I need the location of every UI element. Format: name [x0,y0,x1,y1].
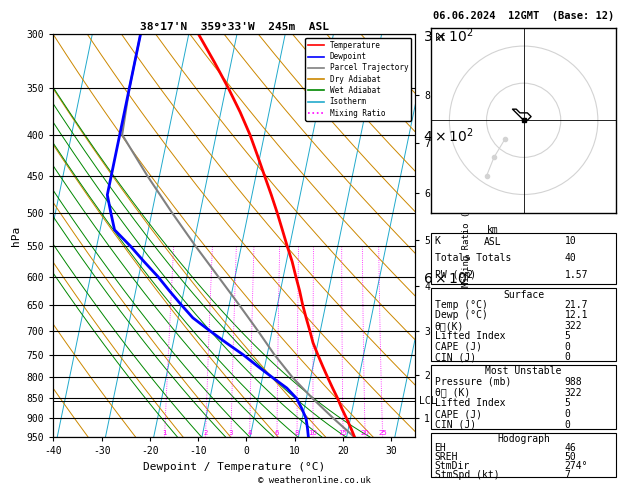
Text: Surface: Surface [503,290,544,299]
Bar [431,364,616,429]
Y-axis label: hPa: hPa [11,226,21,246]
Text: 988: 988 [564,377,582,387]
Text: K: K [435,236,440,246]
Text: CIN (J): CIN (J) [435,420,476,430]
Text: 322: 322 [564,387,582,398]
Text: EH: EH [435,443,447,453]
Text: Totals Totals: Totals Totals [435,253,511,263]
Text: SREH: SREH [435,452,458,462]
Text: CIN (J): CIN (J) [435,352,476,362]
Text: 5: 5 [564,331,571,341]
Text: CAPE (J): CAPE (J) [435,409,482,419]
Text: 20: 20 [360,430,370,435]
Text: 0: 0 [564,420,571,430]
X-axis label: Dewpoint / Temperature (°C): Dewpoint / Temperature (°C) [143,462,325,472]
Text: © weatheronline.co.uk: © weatheronline.co.uk [258,476,371,485]
Text: Temp (°C): Temp (°C) [435,300,487,310]
Text: 21.7: 21.7 [564,300,588,310]
Text: 40: 40 [564,253,576,263]
Y-axis label: km
ASL: km ASL [484,225,502,246]
Text: Mixing Ratio (g/kg): Mixing Ratio (g/kg) [462,185,471,287]
Text: θᴄ (K): θᴄ (K) [435,387,470,398]
Text: 1.57: 1.57 [564,270,588,280]
Text: Hodograph: Hodograph [497,434,550,444]
Text: θᴄ(K): θᴄ(K) [435,321,464,331]
Text: LCL: LCL [420,396,437,405]
Text: 06.06.2024  12GMT  (Base: 12): 06.06.2024 12GMT (Base: 12) [433,11,615,21]
Text: 46: 46 [564,443,576,453]
Bar [431,288,616,361]
Text: 12.1: 12.1 [564,311,588,320]
Text: StmSpd (kt): StmSpd (kt) [435,470,499,480]
Text: 0: 0 [564,409,571,419]
Text: PW (cm): PW (cm) [435,270,476,280]
Text: Most Unstable: Most Unstable [486,366,562,376]
Text: Lifted Index: Lifted Index [435,399,505,408]
Text: Dewp (°C): Dewp (°C) [435,311,487,320]
Text: CAPE (J): CAPE (J) [435,342,482,351]
Text: kt: kt [435,33,447,43]
Text: 1: 1 [162,430,167,435]
Text: 25: 25 [378,430,387,435]
Text: 10: 10 [309,430,318,435]
Text: 7: 7 [564,470,571,480]
Text: 3: 3 [229,430,233,435]
Text: 10: 10 [564,236,576,246]
Text: 2: 2 [203,430,208,435]
Text: 322: 322 [564,321,582,331]
Text: Pressure (mb): Pressure (mb) [435,377,511,387]
Text: 6: 6 [275,430,279,435]
Text: 50: 50 [564,452,576,462]
Text: 0: 0 [564,352,571,362]
Text: 274°: 274° [564,461,588,471]
Title: 38°17'N  359°33'W  245m  ASL: 38°17'N 359°33'W 245m ASL [140,22,329,32]
Text: 15: 15 [338,430,348,435]
Text: 5: 5 [564,399,571,408]
Text: 4: 4 [247,430,252,435]
Legend: Temperature, Dewpoint, Parcel Trajectory, Dry Adiabat, Wet Adiabat, Isotherm, Mi: Temperature, Dewpoint, Parcel Trajectory… [305,38,411,121]
Text: 0: 0 [564,342,571,351]
Bar [431,433,616,477]
Bar [431,233,616,284]
Text: 8: 8 [295,430,299,435]
Text: Lifted Index: Lifted Index [435,331,505,341]
Text: StmDir: StmDir [435,461,470,471]
